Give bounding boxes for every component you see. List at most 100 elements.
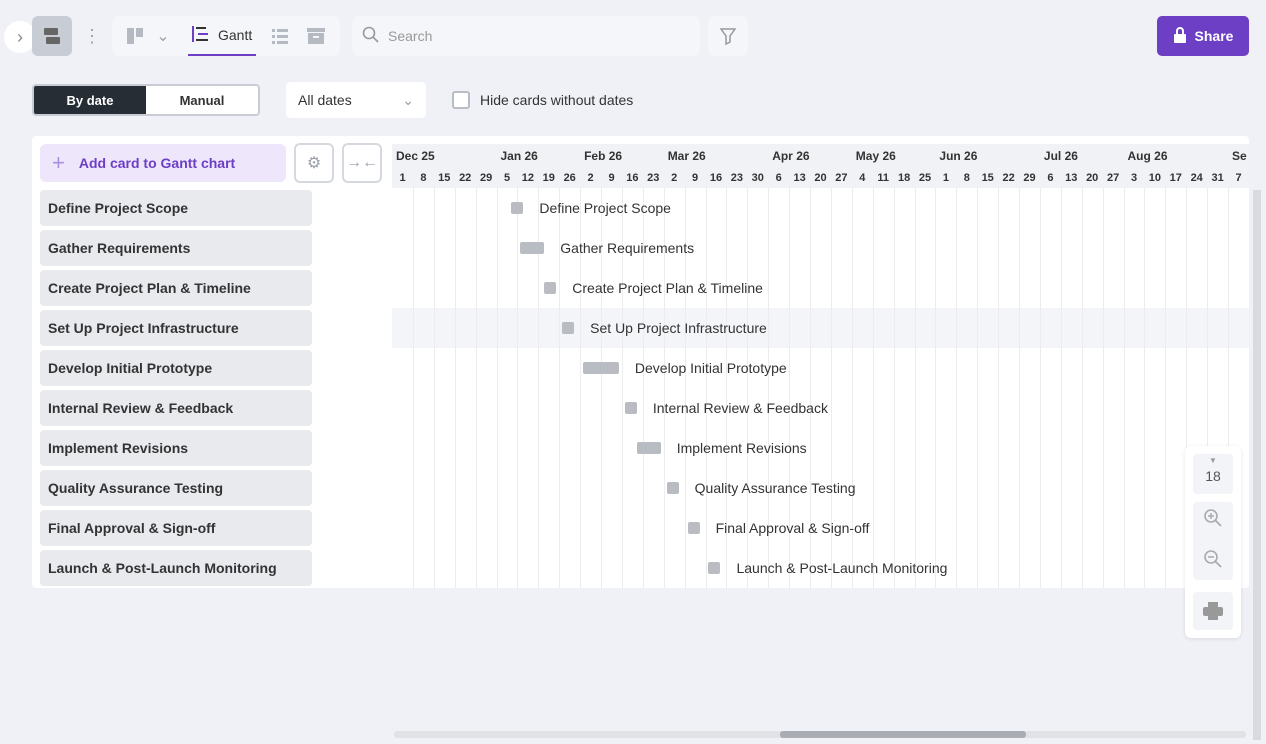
- caret-down-icon: ▼: [1209, 456, 1217, 465]
- gridline: [1207, 188, 1209, 588]
- view-switcher: ⌄ Gantt: [112, 16, 340, 56]
- vertical-scrollbar[interactable]: [1253, 190, 1261, 740]
- more-options-icon[interactable]: ⋮: [83, 25, 101, 46]
- task-bar-label: Final Approval & Sign-off: [715, 520, 870, 536]
- week-label: 1: [942, 172, 949, 184]
- week-label: 23: [647, 172, 660, 184]
- gridline: [789, 188, 791, 588]
- share-button[interactable]: Share: [1157, 16, 1249, 56]
- task-bar[interactable]: [583, 362, 619, 374]
- week-label: 12: [521, 172, 535, 184]
- week-label: 15: [438, 172, 451, 184]
- plus-icon: +: [52, 150, 65, 175]
- week-label: 15: [981, 172, 994, 184]
- task-list-item[interactable]: Develop Initial Prototype: [40, 350, 312, 386]
- week-label: 4: [859, 172, 866, 184]
- gridline: [747, 188, 749, 588]
- by-date-button[interactable]: By date: [34, 86, 146, 114]
- print-icon[interactable]: [1193, 592, 1233, 630]
- gridline: [768, 188, 770, 588]
- task-list-item[interactable]: Set Up Project Infrastructure: [40, 310, 312, 346]
- task-bar[interactable]: [520, 242, 545, 254]
- week-label: 2: [671, 172, 678, 184]
- week-label: 22: [459, 172, 472, 184]
- task-bar[interactable]: [708, 562, 721, 574]
- board-switch-icon[interactable]: [32, 16, 72, 56]
- week-label: 20: [814, 172, 827, 184]
- manual-button[interactable]: Manual: [146, 86, 258, 114]
- lock-icon: [1173, 26, 1187, 46]
- task-bar[interactable]: [624, 402, 637, 414]
- task-bar-label: Internal Review & Feedback: [652, 400, 828, 416]
- week-label: 24: [1190, 172, 1203, 184]
- task-bar[interactable]: [666, 482, 679, 494]
- task-bar-label: Implement Revisions: [676, 440, 807, 456]
- month-label: Dec 25: [396, 149, 435, 163]
- gear-icon[interactable]: ⚙: [294, 143, 334, 183]
- gridline: [935, 188, 937, 588]
- task-bar-label: Gather Requirements: [560, 240, 695, 256]
- zoom-out-icon[interactable]: [1204, 550, 1222, 573]
- task-bar[interactable]: [636, 442, 661, 454]
- zoom-controls: ▼ 18: [1185, 446, 1241, 638]
- tab-gantt[interactable]: Gantt: [188, 16, 257, 56]
- task-list-item[interactable]: Define Project Scope: [40, 190, 312, 226]
- gridline: [1060, 188, 1062, 588]
- task-bar[interactable]: [544, 282, 557, 294]
- gridline: [914, 188, 916, 588]
- task-list-item[interactable]: Quality Assurance Testing: [40, 470, 312, 506]
- month-label: Se: [1232, 149, 1247, 163]
- task-list-item[interactable]: Create Project Plan & Timeline: [40, 270, 312, 306]
- add-card-button[interactable]: + Add card to Gantt chart: [40, 144, 286, 182]
- gridline: [851, 188, 853, 588]
- task-list-item[interactable]: Gather Requirements: [40, 230, 312, 266]
- date-filter-value: All dates: [298, 92, 352, 108]
- add-card-label: Add card to Gantt chart: [78, 155, 236, 171]
- task-list-item[interactable]: Launch & Post-Launch Monitoring: [40, 550, 312, 586]
- week-label: 7: [1235, 172, 1242, 184]
- gridline: [412, 188, 414, 588]
- date-filter-dropdown[interactable]: All dates ⌄: [286, 82, 426, 118]
- week-label: 11: [877, 172, 889, 184]
- gridline: [893, 188, 895, 588]
- task-bar-label: Quality Assurance Testing: [694, 480, 856, 496]
- week-label: 9: [692, 172, 699, 184]
- gridline: [810, 188, 811, 588]
- task-list-item[interactable]: Internal Review & Feedback: [40, 390, 312, 426]
- gridline: [496, 188, 498, 588]
- task-bar[interactable]: [687, 522, 700, 534]
- zoom-in-icon[interactable]: [1204, 509, 1222, 532]
- week-label: 23: [730, 172, 744, 184]
- task-list-item[interactable]: Final Approval & Sign-off: [40, 510, 312, 546]
- month-label: Feb 26: [584, 149, 623, 163]
- gridline: [1102, 188, 1104, 588]
- task-bar[interactable]: [562, 322, 575, 334]
- gridline: [1123, 188, 1125, 588]
- hide-cards-without-dates[interactable]: Hide cards without dates: [452, 91, 633, 109]
- search-input[interactable]: Search: [352, 16, 700, 56]
- archive-icon[interactable]: [304, 24, 328, 48]
- week-label: 9: [608, 172, 615, 184]
- list-view-icon[interactable]: [268, 24, 292, 48]
- gridline: [1165, 188, 1167, 588]
- checkbox[interactable]: [452, 91, 470, 109]
- filter-icon[interactable]: [708, 16, 748, 56]
- week-label: 16: [626, 172, 639, 184]
- week-label: 26: [563, 172, 576, 184]
- month-label: Mar 26: [667, 149, 706, 163]
- checkbox-label: Hide cards without dates: [480, 92, 634, 108]
- week-label: 6: [1047, 172, 1054, 184]
- chevron-down-icon[interactable]: ⌄: [156, 28, 170, 45]
- week-label: 8: [963, 172, 970, 184]
- gridline: [454, 188, 456, 588]
- collapse-icon[interactable]: →←: [342, 143, 382, 183]
- sidebar-expand-chevron-icon[interactable]: ›: [4, 21, 36, 53]
- task-list-item[interactable]: Implement Revisions: [40, 430, 312, 466]
- horizontal-scrollbar-thumb[interactable]: [780, 731, 1026, 738]
- task-bar[interactable]: [511, 202, 524, 214]
- month-label: Apr 26: [772, 149, 810, 163]
- gridline: [705, 188, 707, 588]
- week-label: 3: [1130, 172, 1138, 184]
- zoom-level[interactable]: ▼ 18: [1193, 454, 1233, 494]
- kanban-view-icon[interactable]: [124, 24, 148, 48]
